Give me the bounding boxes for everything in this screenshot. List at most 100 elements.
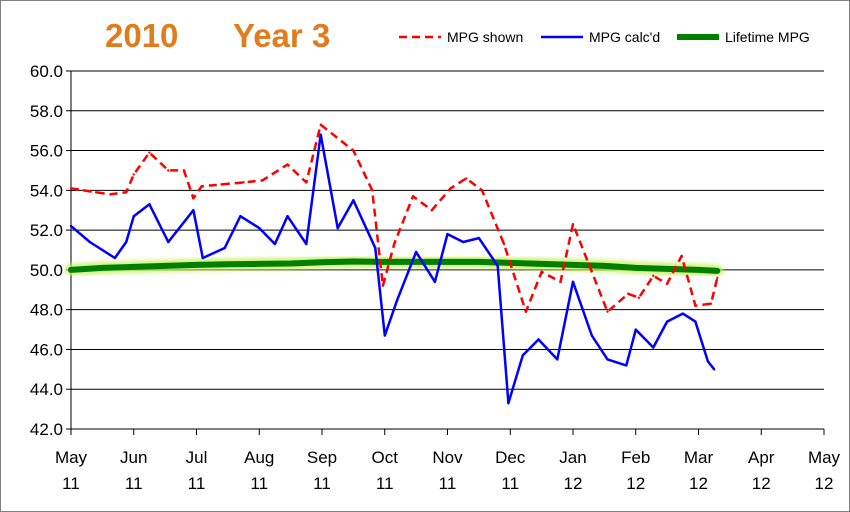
data-point-mpg-calc-d xyxy=(665,320,669,323)
gridlines xyxy=(71,70,824,390)
data-point-mpg-calc-d xyxy=(694,320,697,323)
data-point-mpg-calc-d xyxy=(625,364,628,367)
x-tick-label-year: 11 xyxy=(125,474,143,493)
x-tick-label-month: Jul xyxy=(186,448,208,467)
data-point-mpg-calc-d xyxy=(305,242,308,246)
data-point-mpg-shown xyxy=(502,242,506,246)
legend-item-mpg-shown: MPG shown xyxy=(399,29,523,45)
y-tick-label: 44.0 xyxy=(30,380,63,399)
data-point-mpg-calc-d xyxy=(706,360,710,363)
data-point-mpg-calc-d xyxy=(319,133,322,136)
data-point-mpg-shown xyxy=(524,310,528,313)
data-point-mpg-shown xyxy=(652,274,655,278)
data-point-mpg-calc-d xyxy=(396,298,399,301)
data-point-mpg-shown xyxy=(200,185,203,188)
data-point-mpg-calc-d xyxy=(336,226,339,230)
data-point-mpg-shown xyxy=(381,284,385,287)
x-tick-label-month: Oct xyxy=(372,448,399,467)
legend-item-mpg-calcd: MPG calc'd xyxy=(541,29,660,45)
x-tick-label-month: Apr xyxy=(748,448,775,467)
data-point-mpg-calc-d xyxy=(239,214,242,218)
data-point-mpg-shown xyxy=(465,177,468,180)
data-point-mpg-shown xyxy=(182,169,186,172)
x-tick-label-year: 12 xyxy=(564,474,583,493)
data-point-mpg-calc-d xyxy=(352,199,355,202)
data-point-mpg-calc-d xyxy=(273,242,277,246)
x-tick-label-month: Feb xyxy=(621,448,650,467)
data-point-mpg-calc-d xyxy=(167,240,170,244)
data-point-mpg-calc-d xyxy=(606,358,609,361)
data-point-mpg-calc-d xyxy=(507,401,510,405)
data-point-mpg-shown xyxy=(627,292,630,295)
data-point-mpg-calc-d xyxy=(383,334,386,337)
legend-label-mpg-calcd: MPG calc'd xyxy=(589,29,660,45)
title-year-label: Year 3 xyxy=(233,17,330,54)
data-point-mpg-shown xyxy=(709,302,713,305)
data-point-mpg-calc-d xyxy=(681,312,685,315)
data-point-mpg-calc-d xyxy=(148,203,151,206)
data-point-mpg-calc-d xyxy=(113,256,117,260)
x-tick-label-year: 12 xyxy=(689,474,708,493)
x-tick-label-month: Dec xyxy=(495,448,526,467)
legend-item-lifetime-mpg: Lifetime MPG xyxy=(677,29,810,45)
y-tick-label: 42.0 xyxy=(30,420,63,439)
data-point-mpg-shown xyxy=(571,222,575,226)
data-point-mpg-shown xyxy=(540,270,543,274)
data-point-mpg-calc-d xyxy=(556,358,559,361)
y-tick-label: 56.0 xyxy=(30,142,63,161)
data-point-mpg-shown xyxy=(637,296,641,299)
data-point-mpg-calc-d xyxy=(590,334,594,337)
x-tick-label-year: 12 xyxy=(626,474,645,493)
legend: MPG shown MPG calc'd Lifetime MPG xyxy=(399,29,810,45)
y-tick-label: 54.0 xyxy=(30,181,63,200)
data-point-mpg-shown xyxy=(352,149,355,152)
data-point-mpg-shown xyxy=(69,187,73,190)
data-point-mpg-shown xyxy=(392,242,396,246)
y-tick-label: 58.0 xyxy=(30,102,63,121)
chart-title: 2010 Year 3 xyxy=(105,17,330,54)
data-point-mpg-shown xyxy=(94,191,98,194)
data-point-mpg-calc-d xyxy=(712,368,716,371)
y-tick-label: 46.0 xyxy=(30,340,63,359)
x-tick-label-year: 11 xyxy=(250,474,268,493)
data-point-mpg-calc-d xyxy=(223,246,226,250)
x-tick-label-year: 12 xyxy=(752,474,771,493)
x-tick-label-month: Sep xyxy=(307,448,337,467)
data-point-mpg-calc-d xyxy=(433,280,437,284)
data-point-mpg-shown xyxy=(132,173,135,176)
series-line-mpg-shown xyxy=(70,123,719,313)
data-point-mpg-shown xyxy=(192,197,195,200)
data-point-mpg-shown xyxy=(680,254,683,258)
data-point-mpg-shown xyxy=(430,209,434,212)
data-point-mpg-shown xyxy=(286,163,289,166)
data-point-mpg-calc-d xyxy=(125,240,128,244)
title-year-number: 2010 xyxy=(105,17,178,54)
data-point-mpg-shown xyxy=(167,169,170,172)
data-point-mpg-shown xyxy=(606,310,609,313)
data-point-mpg-calc-d xyxy=(258,226,261,230)
data-point-mpg-shown xyxy=(148,151,151,154)
data-point-mpg-calc-d xyxy=(192,209,195,212)
data-point-mpg-shown xyxy=(694,304,697,307)
data-point-mpg-shown xyxy=(109,193,112,196)
data-point-mpg-shown xyxy=(220,183,223,186)
data-point-mpg-calc-d xyxy=(132,214,135,218)
series-line-lifetime-mpg xyxy=(68,258,721,274)
x-tick-label-month: May xyxy=(55,448,88,467)
y-tick-label: 60.0 xyxy=(30,62,63,81)
data-point-mpg-shown xyxy=(587,262,590,266)
x-tick-label-month: Jan xyxy=(559,448,586,467)
y-tick-label: 50.0 xyxy=(30,261,63,280)
data-point-mpg-shown xyxy=(261,179,264,182)
data-point-mpg-shown xyxy=(319,123,322,126)
data-point-mpg-shown xyxy=(411,195,415,198)
axes xyxy=(66,70,825,435)
data-point-mpg-shown xyxy=(665,282,669,286)
data-point-mpg-calc-d xyxy=(521,354,524,357)
series-line-mpg-calc-d xyxy=(70,133,716,405)
x-tick-label-month: May xyxy=(808,448,841,467)
data-point-mpg-shown xyxy=(371,189,374,192)
data-point-mpg-shown xyxy=(82,189,85,192)
